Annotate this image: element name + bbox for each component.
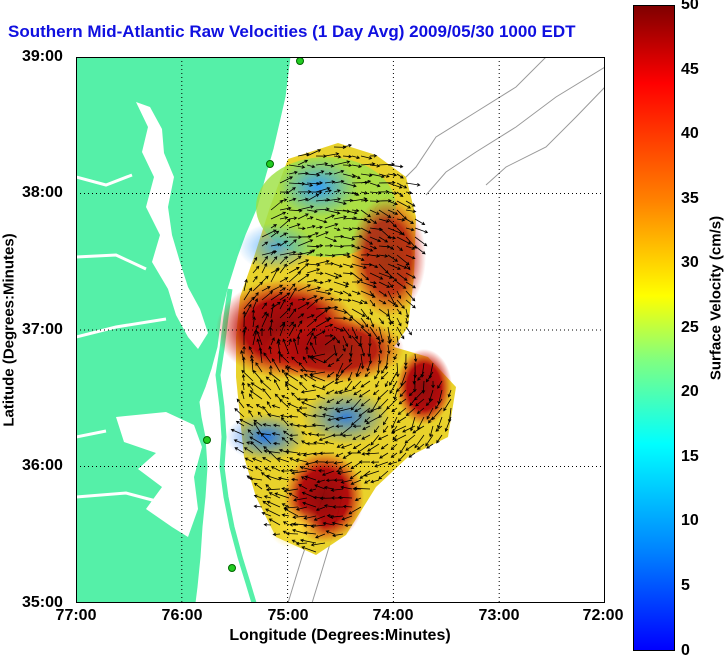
cb-tick-20: 20 [681,383,699,401]
map-panel[interactable] [76,57,605,603]
x-axis-label: Longitude (Degrees:Minutes) [229,627,450,645]
cb-tick-40: 40 [681,125,699,143]
cb-tick-25: 25 [681,319,699,337]
y-tick-3: 36:00 [22,457,63,475]
cb-tick-50: 50 [681,0,699,14]
x-tick-4: 73:00 [479,607,520,625]
x-tick-0: 77:00 [56,607,97,625]
cb-tick-5: 5 [681,577,690,595]
cb-tick-10: 10 [681,512,699,530]
colorbar-label: Surface Velocity (cm/s) [708,216,724,380]
map-svg [76,57,605,603]
y-tick-2: 37:00 [22,321,63,339]
cb-tick-35: 35 [681,190,699,208]
x-tick-3: 74:00 [373,607,414,625]
cb-tick-15: 15 [681,448,699,466]
x-tick-2: 75:00 [268,607,309,625]
cb-tick-0: 0 [681,642,690,660]
cb-tick-30: 30 [681,254,699,272]
x-tick-1: 76:00 [162,607,203,625]
y-tick-1: 38:00 [22,184,63,202]
y-tick-0: 39:00 [22,48,63,66]
cb-tick-45: 45 [681,61,699,79]
y-axis-label: Latitude (Degrees:Minutes) [1,233,18,426]
colorbar [633,5,675,651]
map-title: Southern Mid-Atlantic Raw Velocities (1 … [8,22,576,42]
x-tick-5: 72:00 [583,607,624,625]
